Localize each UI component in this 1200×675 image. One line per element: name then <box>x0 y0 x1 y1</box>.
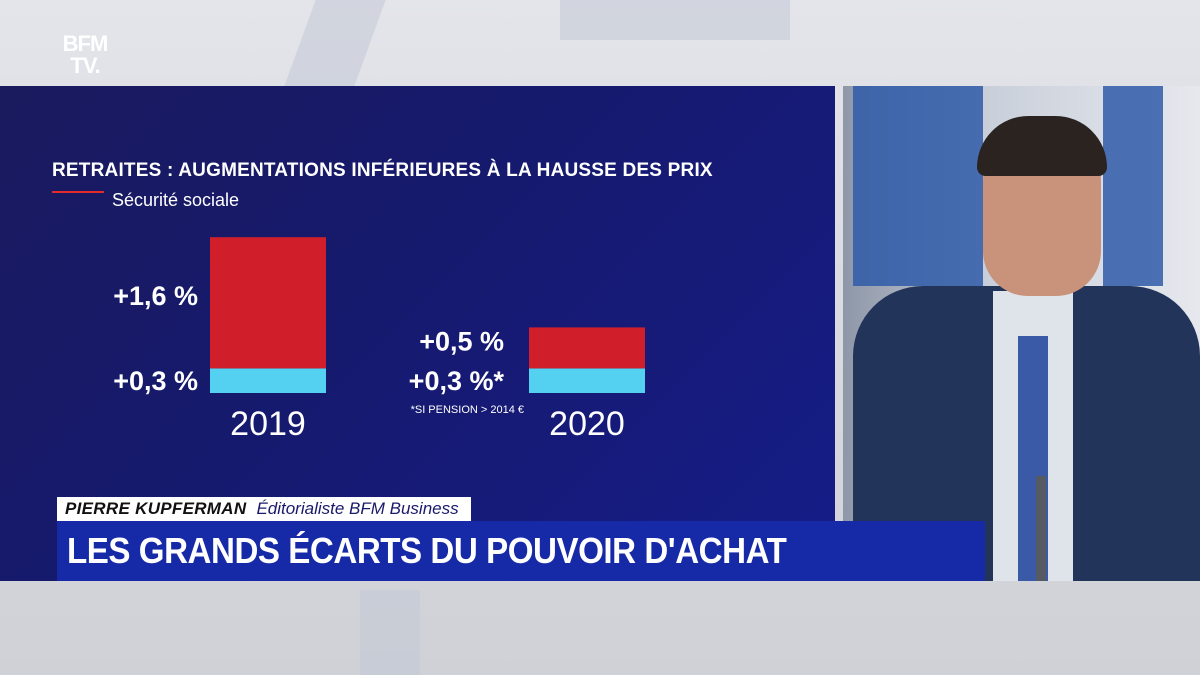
microphone <box>1036 476 1046 581</box>
category-label: 2020 <box>549 405 625 443</box>
logo-line-1: BFM <box>62 31 109 56</box>
speaker-name-strip: PIERRE KUPFERMAN Éditorialiste BFM Busin… <box>57 497 471 521</box>
background-stripe <box>560 0 790 40</box>
bar-segment <box>210 368 326 393</box>
bar-chart: +0,3 % +1,6 % 2019 +0,3 %* +0,5 % 2020 *SI PEN… <box>113 237 645 443</box>
headline: LES GRANDS ÉCARTS DU POUVOIR D'ACHAT <box>67 530 787 571</box>
bar-segment <box>210 237 326 369</box>
speaker-role: Éditorialiste BFM Business <box>256 499 459 518</box>
bar-segment <box>529 368 645 393</box>
studio-screen <box>853 86 983 286</box>
channel-logo: BFM TV. <box>55 33 115 77</box>
category-label: 2019 <box>230 405 306 443</box>
data-label: +1,6 % <box>113 281 198 311</box>
legend-label: Sécurité sociale <box>112 190 240 210</box>
chart-title: RETRAITES : AUGMENTATIONS INFÉRIEURES À … <box>52 160 713 181</box>
presenter-video <box>843 86 1200 581</box>
presenter-hair <box>977 116 1107 176</box>
legend-swatch <box>52 191 104 193</box>
speaker-name: PIERRE KUPFERMAN <box>65 499 247 518</box>
headline-bar: LES GRANDS ÉCARTS DU POUVOIR D'ACHAT <box>57 521 985 581</box>
data-label: +0,5 % <box>419 326 504 356</box>
data-label: +0,3 %* <box>409 366 505 396</box>
bar-segment <box>529 327 645 369</box>
footnote: *SI PENSION > 2014 € <box>411 404 524 416</box>
logo-line-2: TV. <box>70 53 100 78</box>
data-label: +0,3 % <box>113 366 198 396</box>
studio-screen <box>1103 86 1163 286</box>
background-stripe <box>360 590 420 675</box>
